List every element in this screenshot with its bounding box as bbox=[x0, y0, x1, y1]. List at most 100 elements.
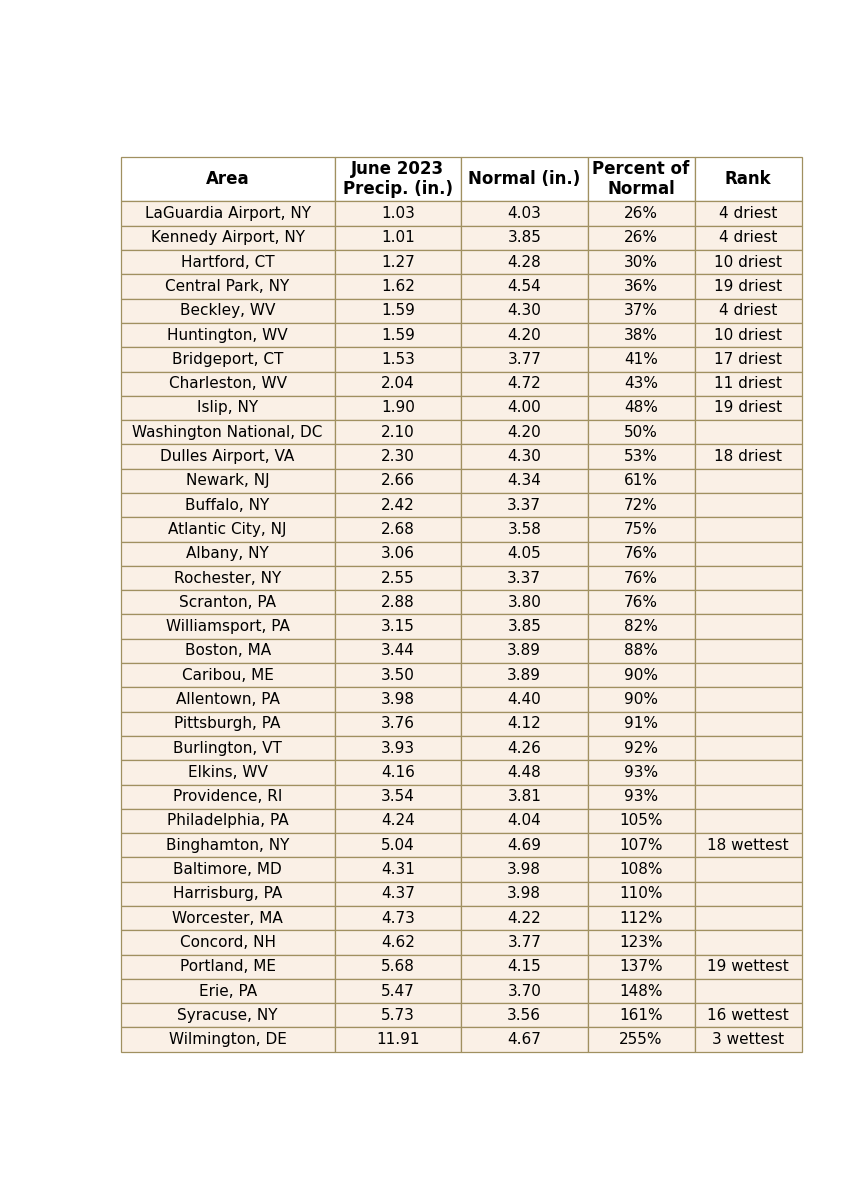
Bar bbox=[121, 518, 334, 541]
Text: 3.44: 3.44 bbox=[381, 644, 415, 658]
Text: 4.73: 4.73 bbox=[381, 910, 415, 926]
Text: 4.03: 4.03 bbox=[508, 206, 542, 221]
Bar bbox=[121, 201, 334, 226]
Bar bbox=[694, 809, 801, 833]
Text: Concord, NH: Concord, NH bbox=[180, 935, 276, 950]
Bar bbox=[461, 347, 588, 371]
Bar bbox=[694, 566, 801, 590]
Text: Wilmington, DE: Wilmington, DE bbox=[168, 1032, 286, 1047]
Text: 3.98: 3.98 bbox=[507, 887, 542, 901]
Bar bbox=[334, 250, 461, 275]
Text: 3.89: 3.89 bbox=[507, 668, 542, 683]
Text: 3.80: 3.80 bbox=[508, 595, 542, 609]
Text: 4.67: 4.67 bbox=[508, 1032, 542, 1047]
Bar bbox=[461, 493, 588, 518]
Bar bbox=[121, 157, 334, 201]
Text: 72%: 72% bbox=[624, 497, 658, 513]
Bar bbox=[694, 906, 801, 931]
Text: Baltimore, MD: Baltimore, MD bbox=[174, 862, 282, 877]
Bar bbox=[121, 275, 334, 299]
Bar bbox=[694, 226, 801, 250]
Text: 19 driest: 19 driest bbox=[714, 401, 782, 415]
Bar bbox=[121, 639, 334, 663]
Bar bbox=[121, 322, 334, 347]
Text: 4.00: 4.00 bbox=[508, 401, 541, 415]
Bar bbox=[461, 809, 588, 833]
Text: 3.15: 3.15 bbox=[381, 619, 415, 634]
Text: 161%: 161% bbox=[619, 1008, 663, 1023]
Bar bbox=[588, 833, 694, 858]
Bar bbox=[461, 299, 588, 322]
Bar bbox=[694, 371, 801, 396]
Bar bbox=[461, 518, 588, 541]
Bar bbox=[461, 712, 588, 735]
Text: 3 wettest: 3 wettest bbox=[712, 1032, 784, 1047]
Text: 1.53: 1.53 bbox=[381, 352, 415, 367]
Bar bbox=[334, 833, 461, 858]
Text: 3.98: 3.98 bbox=[507, 862, 542, 877]
Text: 4.26: 4.26 bbox=[508, 740, 542, 756]
Text: 53%: 53% bbox=[624, 449, 658, 464]
Bar bbox=[588, 275, 694, 299]
Text: 4.05: 4.05 bbox=[508, 546, 541, 562]
Bar bbox=[461, 322, 588, 347]
Bar bbox=[588, 979, 694, 1003]
Text: 90%: 90% bbox=[624, 693, 658, 707]
Bar bbox=[121, 1003, 334, 1027]
Text: 4.34: 4.34 bbox=[508, 474, 542, 488]
Text: 3.85: 3.85 bbox=[508, 231, 542, 245]
Bar bbox=[461, 760, 588, 784]
Text: 4.31: 4.31 bbox=[381, 862, 415, 877]
Text: 4.30: 4.30 bbox=[508, 449, 542, 464]
Bar bbox=[694, 157, 801, 201]
Text: 5.73: 5.73 bbox=[381, 1008, 415, 1023]
Text: 41%: 41% bbox=[624, 352, 658, 367]
Text: Newark, NJ: Newark, NJ bbox=[186, 474, 269, 488]
Text: 1.90: 1.90 bbox=[381, 401, 415, 415]
Text: 105%: 105% bbox=[619, 814, 663, 828]
Bar bbox=[334, 639, 461, 663]
Text: 93%: 93% bbox=[624, 789, 658, 804]
Bar bbox=[694, 444, 801, 469]
Text: 76%: 76% bbox=[624, 570, 658, 585]
Bar bbox=[461, 566, 588, 590]
Bar bbox=[334, 954, 461, 979]
Text: 2.88: 2.88 bbox=[381, 595, 415, 609]
Text: 4.16: 4.16 bbox=[381, 765, 415, 779]
Text: 1.59: 1.59 bbox=[381, 327, 415, 343]
Bar bbox=[694, 469, 801, 493]
Bar bbox=[334, 735, 461, 760]
Bar bbox=[334, 1027, 461, 1052]
Bar bbox=[461, 201, 588, 226]
Text: 4.20: 4.20 bbox=[508, 327, 541, 343]
Text: 2.55: 2.55 bbox=[381, 570, 415, 585]
Bar bbox=[461, 639, 588, 663]
Bar bbox=[334, 906, 461, 931]
Text: Washington National, DC: Washington National, DC bbox=[133, 425, 323, 440]
Text: 3.98: 3.98 bbox=[381, 693, 415, 707]
Bar bbox=[461, 469, 588, 493]
Bar bbox=[334, 493, 461, 518]
Text: Normal (in.): Normal (in.) bbox=[468, 170, 581, 188]
Bar bbox=[334, 614, 461, 639]
Bar bbox=[461, 954, 588, 979]
Bar bbox=[334, 541, 461, 566]
Text: 3.06: 3.06 bbox=[381, 546, 415, 562]
Bar bbox=[694, 275, 801, 299]
Text: 148%: 148% bbox=[619, 984, 663, 998]
Bar bbox=[121, 688, 334, 712]
Text: 112%: 112% bbox=[619, 910, 663, 926]
Text: 88%: 88% bbox=[624, 644, 658, 658]
Text: 5.47: 5.47 bbox=[381, 984, 415, 998]
Text: 1.59: 1.59 bbox=[381, 303, 415, 318]
Bar bbox=[121, 590, 334, 614]
Bar bbox=[121, 784, 334, 809]
Bar bbox=[334, 469, 461, 493]
Bar bbox=[694, 590, 801, 614]
Bar bbox=[461, 663, 588, 688]
Text: 4.48: 4.48 bbox=[508, 765, 541, 779]
Text: 4.20: 4.20 bbox=[508, 425, 541, 440]
Text: 48%: 48% bbox=[624, 401, 658, 415]
Bar bbox=[694, 299, 801, 322]
Text: Islip, NY: Islip, NY bbox=[197, 401, 258, 415]
